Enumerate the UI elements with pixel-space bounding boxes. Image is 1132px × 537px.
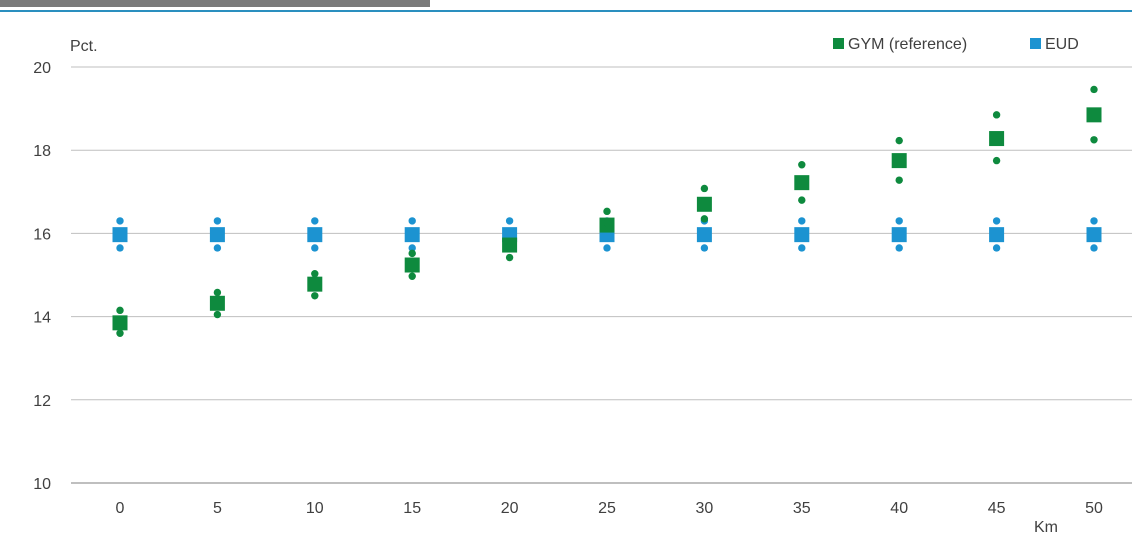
gym-point <box>696 196 712 212</box>
gridlines <box>71 66 1132 484</box>
eud-lower-bound <box>798 244 806 252</box>
chart-top-border <box>0 0 1132 12</box>
top-rule <box>0 10 1132 12</box>
eud-upper-bound <box>116 217 124 225</box>
eud-point <box>696 227 712 243</box>
gym-upper-bound <box>603 207 611 216</box>
gym-point <box>989 131 1005 147</box>
gym-lower-bound <box>992 156 1001 165</box>
gym-lower-bound <box>116 329 124 337</box>
eud-upper-bound <box>311 217 319 225</box>
eud-upper-bound <box>213 217 222 225</box>
gym-lower-bound <box>700 215 709 223</box>
eud-point <box>404 227 420 243</box>
gym-lower-bound <box>505 253 514 262</box>
gym-point <box>1086 107 1102 123</box>
y-tick-label: 16 <box>33 226 51 243</box>
gym-point <box>891 153 907 169</box>
eud-upper-bound <box>895 217 903 225</box>
x-tick-label: 5 <box>213 500 222 517</box>
x-tick-label: 45 <box>988 500 1006 517</box>
gym-lower-bound <box>603 219 611 227</box>
data-marks <box>112 85 1102 337</box>
gym-lower-bound <box>408 272 416 280</box>
gym-lower-bound <box>311 292 319 300</box>
x-tick-label: 35 <box>793 500 811 517</box>
eud-lower-bound <box>1090 244 1098 252</box>
eud-lower-bound <box>700 244 709 252</box>
gym-upper-bound <box>700 184 709 193</box>
y-tick-label: 10 <box>33 476 51 493</box>
eud-upper-bound <box>505 217 514 225</box>
gym-upper-bound <box>992 111 1001 119</box>
eud-point <box>307 227 323 243</box>
eud-lower-bound <box>116 244 124 252</box>
gym-lower-bound <box>1090 136 1098 144</box>
legend-swatch-eud <box>1030 38 1041 49</box>
eud-lower-bound <box>213 244 222 252</box>
eud-upper-bound <box>798 217 806 225</box>
gym-point <box>404 257 420 273</box>
gym-upper-bound <box>895 136 903 145</box>
y-axis-label: Pct. <box>70 38 98 55</box>
x-tick-label: 50 <box>1085 500 1103 517</box>
x-axis-label: Km <box>1034 519 1058 536</box>
gym-upper-bound <box>116 306 124 315</box>
cut-off-title <box>0 0 430 7</box>
legend: GYM (reference) EUD <box>833 36 1079 53</box>
y-tick-label: 20 <box>33 60 51 77</box>
gym-point <box>794 175 810 191</box>
gym-upper-bound <box>311 270 319 278</box>
y-tick-label: 18 <box>33 143 51 160</box>
gym-upper-bound <box>1090 85 1098 94</box>
eud-point <box>1086 227 1102 243</box>
y-axis-ticks: 10 12 14 16 18 20 <box>33 60 51 493</box>
x-axis-ticks: 0 5 10 15 20 25 30 35 40 45 50 <box>116 500 1103 517</box>
x-tick-label: 10 <box>306 500 324 517</box>
x-tick-label: 25 <box>598 500 616 517</box>
eud-point <box>794 227 810 243</box>
gym-lower-bound <box>213 310 222 319</box>
eud-lower-bound <box>311 244 319 252</box>
x-tick-label: 30 <box>696 500 714 517</box>
eud-upper-bound <box>408 217 416 225</box>
eud-point <box>112 227 128 243</box>
eud-point <box>209 227 225 243</box>
y-tick-label: 12 <box>33 393 51 410</box>
eud-point <box>989 227 1005 243</box>
eud-lower-bound <box>895 244 903 252</box>
gym-upper-bound <box>213 288 222 297</box>
gym-point <box>307 276 323 292</box>
eud-lower-bound <box>603 244 611 252</box>
eud-upper-bound <box>1090 217 1098 225</box>
eud-point <box>891 227 907 243</box>
gym-lower-bound <box>798 196 806 204</box>
gym-lower-bound <box>895 176 903 184</box>
x-tick-label: 15 <box>403 500 421 517</box>
legend-swatch-gym <box>833 38 844 49</box>
gym-point <box>112 315 128 331</box>
x-tick-label: 0 <box>116 500 125 517</box>
legend-label-eud: EUD <box>1045 36 1079 53</box>
gym-upper-bound <box>798 161 806 169</box>
gym-upper-bound <box>408 249 416 258</box>
legend-label-gym: GYM (reference) <box>848 36 967 53</box>
x-tick-label: 20 <box>501 500 519 517</box>
y-tick-label: 14 <box>33 310 51 327</box>
eud-upper-bound <box>992 217 1001 225</box>
gym-upper-bound <box>505 243 514 251</box>
eud-lower-bound <box>408 244 416 252</box>
x-tick-label: 40 <box>890 500 908 517</box>
gym-point <box>209 295 225 311</box>
eud-lower-bound <box>992 244 1001 252</box>
